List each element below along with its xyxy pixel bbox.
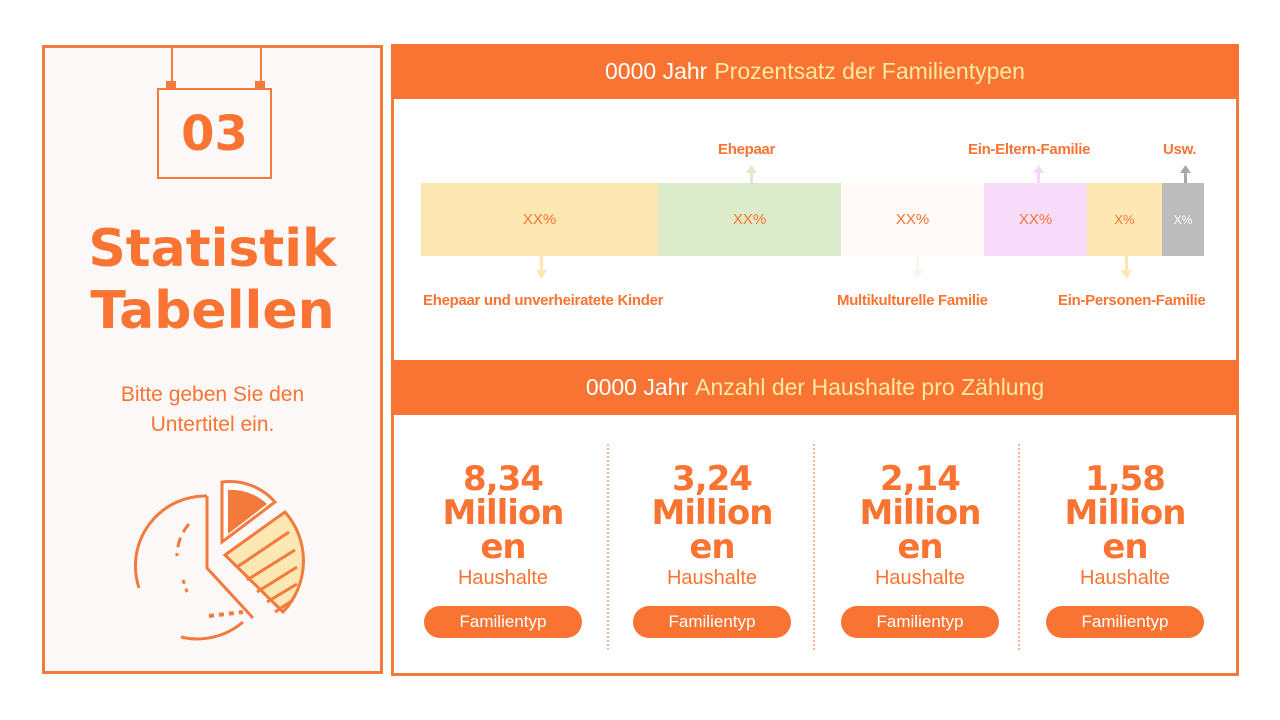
stat-label: Haushalte — [874, 567, 966, 589]
dotted-divider — [1018, 444, 1020, 650]
label-other: Usw. — [1163, 141, 1197, 158]
family-type-button[interactable]: Familientyp — [841, 606, 999, 638]
stat-unit: en — [897, 527, 943, 567]
segment-other: X% — [1162, 183, 1204, 256]
label-single-person: Ein-Personen-Familie — [1058, 292, 1206, 309]
stat-number: 2,14 — [880, 459, 961, 499]
section-header-percentages: 0000 Jahr Prozentsatz der Familientypen — [391, 44, 1239, 99]
title-line-2: Tabellen — [90, 281, 335, 341]
stat-unit: Million — [1064, 493, 1186, 533]
section-header-households: 0000 Jahr Anzahl der Haushalte pro Zählu… — [391, 360, 1239, 415]
subtitle-line-2: Untertitel ein. — [150, 413, 275, 436]
statistics-panel: 0000 Jahr Prozentsatz der Familientypen … — [391, 44, 1239, 676]
dotted-divider — [813, 444, 815, 650]
stat-card: 2,14 Million en Haushalte Familientyp — [825, 462, 1015, 638]
subtitle-line-1: Bitte geben Sie den — [120, 383, 305, 406]
segment-married-couple: XX% — [658, 183, 841, 256]
stat-unit: Million — [442, 493, 564, 533]
pie-chart-icon — [133, 480, 305, 641]
page-title: Statistik Tabellen — [45, 218, 380, 342]
segment-single-person: X% — [1087, 183, 1162, 256]
stat-unit: en — [1102, 527, 1148, 567]
family-type-button[interactable]: Familientyp — [633, 606, 791, 638]
title-line-1: Statistik — [88, 219, 337, 279]
label-married-couple: Ehepaar — [718, 141, 776, 158]
stat-unit: en — [689, 527, 735, 567]
stat-unit: Million — [859, 493, 981, 533]
hanging-string-left — [171, 45, 173, 83]
arrow-up-icon — [746, 165, 757, 183]
dotted-divider — [607, 444, 609, 650]
section-number: 03 — [157, 88, 272, 179]
section-year: 0000 Jahr — [605, 58, 708, 84]
label-single-parent: Ein-Eltern-Familie — [968, 141, 1091, 158]
arrow-down-icon — [1121, 256, 1132, 279]
section-title: Anzahl der Haushalte pro Zählung — [695, 374, 1045, 400]
stat-card: 1,58 Million en Haushalte Familientyp — [1030, 462, 1220, 638]
label-married-children: Ehepaar und unverheiratete Kinder — [423, 292, 664, 309]
arrow-up-icon — [1180, 165, 1191, 183]
family-type-button[interactable]: Familientyp — [1046, 606, 1204, 638]
family-type-button[interactable]: Familientyp — [424, 606, 582, 638]
segment-single-parent: XX% — [984, 183, 1087, 256]
stat-card: 8,34 Million en Haushalte Familientyp — [408, 462, 598, 638]
arrow-down-icon — [536, 256, 547, 279]
arrow-down-icon — [912, 256, 923, 279]
stat-unit: Million — [651, 493, 773, 533]
segment-multicultural: XX% — [841, 183, 984, 256]
hanging-string-right — [260, 45, 262, 83]
stat-number: 8,34 — [463, 459, 544, 499]
label-multicultural: Multikulturelle Familie — [837, 292, 988, 309]
stat-number: 3,24 — [672, 459, 753, 499]
stat-label: Haushalte — [1079, 567, 1171, 589]
section-title: Prozentsatz der Familientypen — [714, 58, 1025, 84]
hook-left — [166, 81, 176, 88]
title-card: 03 Statistik Tabellen Bitte geben Sie de… — [42, 45, 383, 674]
stat-label: Haushalte — [457, 567, 549, 589]
stat-number: 1,58 — [1085, 459, 1166, 499]
stat-unit: en — [480, 527, 526, 567]
stat-card: 3,24 Million en Haushalte Familientyp — [617, 462, 807, 638]
segment-married-children: XX% — [421, 183, 658, 256]
subtitle: Bitte geben Sie den Untertitel ein. — [45, 380, 380, 440]
stat-label: Haushalte — [666, 567, 758, 589]
hook-right — [255, 81, 265, 88]
arrow-up-icon — [1033, 165, 1044, 183]
section-year: 0000 Jahr — [585, 374, 689, 400]
